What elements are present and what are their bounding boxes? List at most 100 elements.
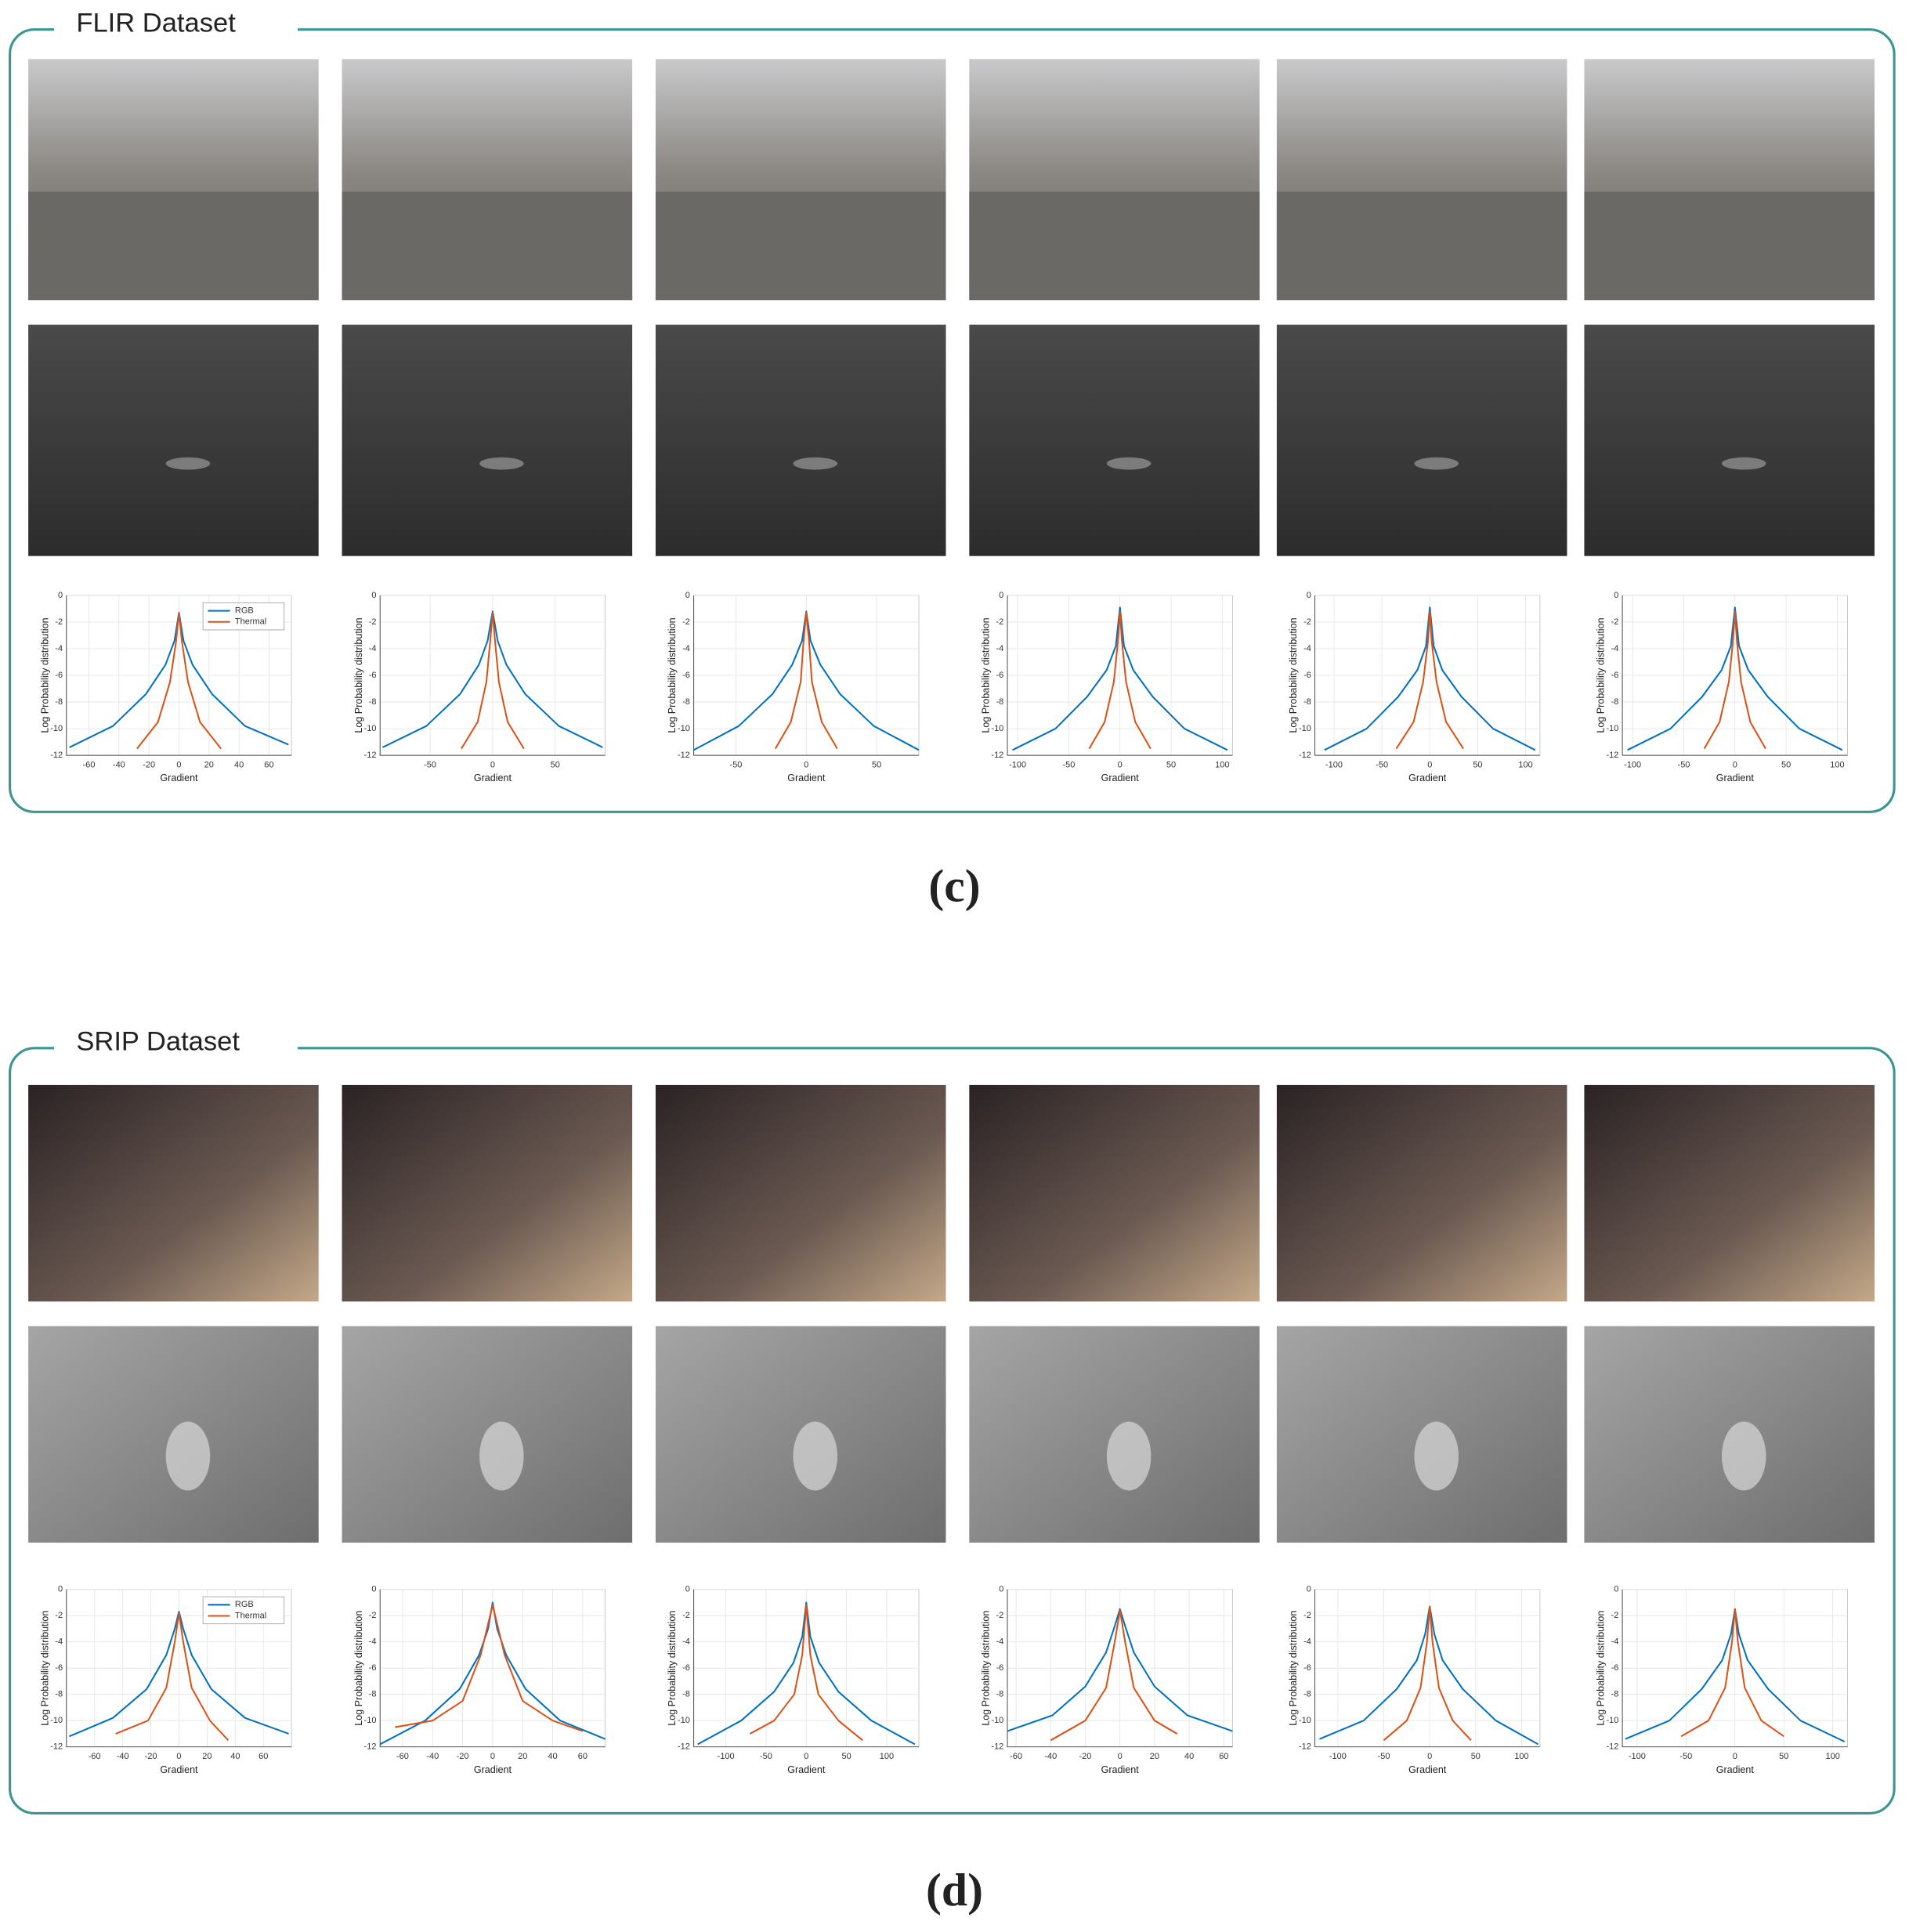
y-tick-label: 0 bbox=[58, 1585, 63, 1594]
series-line bbox=[1088, 610, 1152, 750]
y-tick-label: 0 bbox=[1307, 1585, 1311, 1594]
x-tick-label: 50 bbox=[1473, 761, 1482, 770]
y-tick-label: -8 bbox=[996, 1690, 1004, 1699]
y-tick-label: -4 bbox=[996, 644, 1004, 653]
x-tick-label: 100 bbox=[1826, 1752, 1840, 1761]
y-tick-label: -12 bbox=[1299, 751, 1311, 760]
y-tick-label: -2 bbox=[55, 617, 63, 627]
axes bbox=[693, 595, 919, 756]
axes bbox=[379, 595, 606, 756]
y-tick-label: -10 bbox=[1607, 1716, 1619, 1725]
hot-spot bbox=[1106, 1421, 1152, 1491]
y-tick-label: -12 bbox=[991, 1742, 1003, 1752]
legend-box bbox=[202, 602, 285, 631]
x-tick-label: 0 bbox=[1733, 1752, 1737, 1761]
y-tick-label: -8 bbox=[996, 697, 1004, 707]
x-tick-label: 60 bbox=[259, 1752, 268, 1761]
x-tick-label: 50 bbox=[1166, 761, 1176, 770]
y-tick-label: -10 bbox=[1299, 1716, 1311, 1725]
legend-label: Thermal bbox=[235, 617, 266, 627]
x-tick-label: 100 bbox=[1514, 1752, 1528, 1761]
rgb-image bbox=[655, 1084, 946, 1302]
y-axis-label: Log Probability distribution bbox=[1596, 617, 1607, 733]
rgb-image bbox=[28, 1084, 319, 1302]
hot-spot bbox=[165, 1421, 211, 1491]
y-axis-label: Log Probability distribution bbox=[1288, 617, 1299, 733]
axes bbox=[66, 595, 292, 756]
series-line bbox=[1007, 1608, 1233, 1732]
x-axis-label: Gradient bbox=[160, 772, 198, 783]
y-tick-label: -8 bbox=[1303, 697, 1311, 707]
y-tick-label: -8 bbox=[55, 1690, 63, 1699]
x-tick-label: -20 bbox=[145, 1752, 157, 1761]
x-tick-label: -40 bbox=[426, 1752, 439, 1761]
panel-title: FLIR Dataset bbox=[76, 9, 236, 38]
x-tick-label: -40 bbox=[1044, 1752, 1057, 1761]
y-tick-label: -12 bbox=[1607, 1742, 1619, 1752]
y-tick-label: 0 bbox=[1307, 591, 1311, 600]
y-tick-label: -10 bbox=[50, 724, 63, 733]
x-tick-label: 40 bbox=[548, 1752, 557, 1761]
rgb-image bbox=[342, 1084, 633, 1302]
road bbox=[28, 191, 319, 301]
x-tick-label: -50 bbox=[424, 761, 436, 770]
x-tick-label: 0 bbox=[490, 761, 495, 770]
series-line bbox=[1383, 1605, 1472, 1742]
y-tick-label: -10 bbox=[364, 1716, 377, 1725]
thermal-image bbox=[28, 324, 319, 556]
x-tick-label: -60 bbox=[89, 1752, 101, 1761]
y-axis-label: Log Probability distribution bbox=[981, 1611, 992, 1726]
x-tick-label: -20 bbox=[457, 1752, 469, 1761]
x-tick-label: 40 bbox=[1184, 1752, 1194, 1761]
x-tick-label: -20 bbox=[1079, 1752, 1092, 1761]
y-tick-label: -8 bbox=[1611, 1690, 1619, 1699]
y-tick-label: -8 bbox=[1611, 697, 1619, 707]
y-tick-label: -6 bbox=[682, 1663, 690, 1673]
x-axis-label: Gradient bbox=[1101, 772, 1140, 783]
x-axis-label: Gradient bbox=[1101, 1764, 1140, 1775]
y-tick-label: -4 bbox=[1611, 1637, 1619, 1647]
x-tick-label: -50 bbox=[1679, 1752, 1692, 1761]
y-tick-label: -12 bbox=[991, 751, 1003, 760]
y-tick-label: 0 bbox=[999, 1585, 1003, 1594]
y-tick-label: -10 bbox=[991, 724, 1003, 733]
road bbox=[342, 191, 633, 301]
y-tick-label: -4 bbox=[996, 1637, 1004, 1647]
y-tick-label: -12 bbox=[1607, 751, 1619, 760]
y-tick-label: -4 bbox=[55, 1637, 63, 1647]
series-line bbox=[749, 1604, 863, 1742]
title-gap bbox=[54, 1043, 298, 1054]
x-axis-label: Gradient bbox=[1716, 772, 1755, 783]
x-tick-label: -50 bbox=[1376, 761, 1388, 770]
axes bbox=[1314, 595, 1540, 756]
y-axis-label: Log Probability distribution bbox=[353, 1611, 364, 1726]
x-axis-label: Gradient bbox=[160, 1764, 198, 1775]
y-tick-label: -2 bbox=[996, 617, 1004, 627]
x-tick-label: -50 bbox=[1678, 761, 1690, 770]
x-tick-label: 60 bbox=[1219, 1752, 1228, 1761]
x-axis-label: Gradient bbox=[787, 1764, 826, 1775]
legend-label: RGB bbox=[235, 606, 254, 616]
y-tick-label: -4 bbox=[55, 644, 63, 653]
y-tick-label: -10 bbox=[1299, 724, 1311, 733]
y-tick-label: -10 bbox=[678, 1716, 690, 1725]
y-tick-label: -12 bbox=[364, 751, 377, 760]
x-tick-label: 0 bbox=[804, 1752, 808, 1761]
x-tick-label: 0 bbox=[1427, 761, 1432, 770]
y-tick-label: -6 bbox=[1611, 1663, 1619, 1673]
axes bbox=[66, 1589, 292, 1748]
y-tick-label: -6 bbox=[369, 671, 377, 680]
thermal-image bbox=[969, 324, 1260, 556]
y-tick-label: -2 bbox=[369, 617, 377, 627]
thermal-image bbox=[1276, 324, 1567, 556]
y-tick-label: -12 bbox=[1299, 1742, 1311, 1752]
x-tick-label: 100 bbox=[1518, 761, 1532, 770]
x-tick-label: 0 bbox=[490, 1752, 495, 1761]
axes bbox=[1622, 1589, 1848, 1748]
x-tick-label: 20 bbox=[204, 761, 214, 770]
thermal-image bbox=[1584, 324, 1875, 556]
x-tick-label: 0 bbox=[804, 761, 808, 770]
y-tick-label: 0 bbox=[1614, 591, 1618, 600]
y-tick-label: 0 bbox=[371, 591, 376, 600]
axes bbox=[379, 1589, 606, 1748]
